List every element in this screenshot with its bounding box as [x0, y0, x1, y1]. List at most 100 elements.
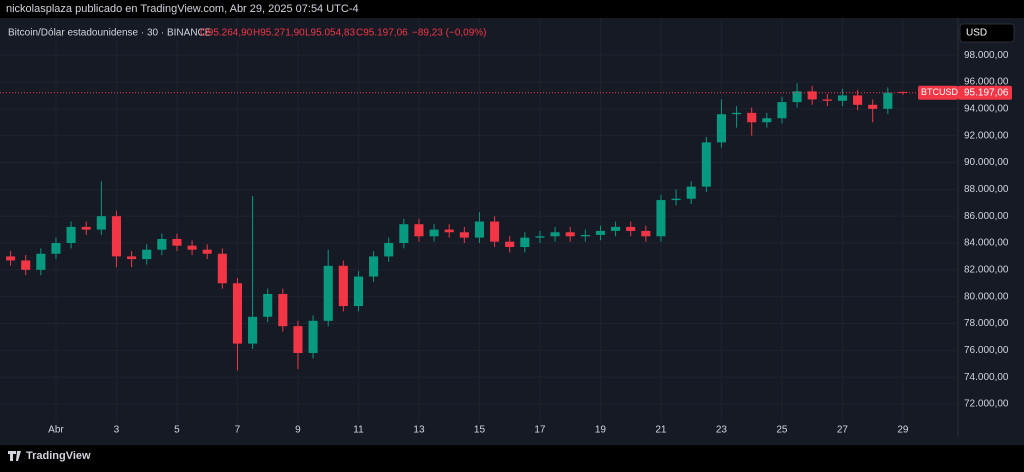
candle-body — [187, 245, 197, 250]
candle-body — [444, 229, 454, 233]
candle-body — [777, 102, 787, 119]
y-tick-label: 82.000,00 — [964, 264, 1009, 275]
candle-body — [641, 230, 651, 237]
symbol-tag: BTCUSD — [921, 87, 959, 97]
candle-body — [671, 198, 681, 201]
candle-body — [807, 91, 817, 100]
x-tick-label: 3 — [114, 425, 120, 436]
candle-body — [338, 265, 348, 307]
ohlc-open: O95.264,90 — [200, 28, 253, 39]
x-tick-label: 7 — [235, 425, 241, 436]
candle-body — [414, 224, 424, 237]
y-tick-label: 94.000,00 — [964, 103, 1009, 114]
last-price-bg — [958, 85, 1012, 100]
y-tick-label: 88.000,00 — [964, 184, 1009, 195]
candle-body — [142, 249, 152, 260]
candle-body — [898, 91, 908, 93]
candle-body — [293, 326, 303, 354]
candle-body — [217, 253, 227, 284]
x-tick-label: Abr — [48, 425, 64, 436]
top-bar — [0, 0, 1024, 18]
x-tick-label: 29 — [897, 425, 909, 436]
y-tick-label: 98.000,00 — [964, 50, 1009, 61]
candle-body — [656, 200, 666, 237]
candle-body — [157, 238, 167, 250]
last-price-label: 95.197,06 — [964, 87, 1009, 98]
candle-body — [384, 242, 394, 257]
candle-body — [792, 91, 802, 103]
candle-body — [353, 276, 363, 307]
x-tick-label: 25 — [776, 425, 788, 436]
x-tick-label: 13 — [413, 425, 425, 436]
candle-body — [837, 95, 847, 101]
candle-body — [278, 293, 288, 327]
candle-body — [762, 118, 772, 123]
y-tick-label: 90.000,00 — [964, 157, 1009, 168]
x-tick-label: 11 — [353, 425, 364, 436]
candle-body — [822, 99, 832, 101]
y-tick-label: 76.000,00 — [964, 345, 1009, 356]
candle-body — [232, 283, 242, 344]
candle-body — [732, 112, 742, 115]
candle-body — [172, 238, 182, 246]
x-tick-label: 5 — [174, 425, 180, 436]
legend-bg — [4, 26, 484, 40]
candle-body — [520, 237, 530, 248]
y-tick-label: 96.000,00 — [964, 77, 1009, 88]
x-tick-label: 15 — [474, 425, 486, 436]
publisher: nickolasplaza publicado en TradingView.c… — [6, 3, 359, 15]
candle-body — [202, 249, 212, 254]
chart-panel — [0, 18, 1024, 445]
x-tick-label: 17 — [534, 425, 546, 436]
chart-title: Bitcoin/Dólar estadounidense · 30 · BINA… — [8, 28, 212, 39]
candle-body — [21, 260, 31, 270]
candle-body — [701, 142, 711, 187]
candle-body — [474, 221, 484, 238]
candle-body — [51, 242, 61, 254]
y-tick-label: 74.000,00 — [964, 372, 1009, 383]
ohlc-close: C95.197,06 — [356, 28, 408, 39]
candle-body — [626, 226, 636, 231]
y-tick-label: 72.000,00 — [964, 399, 1009, 410]
candle-body — [369, 256, 379, 277]
candle-body — [883, 92, 893, 109]
candle-body — [36, 253, 46, 270]
footer-brand: TradingView — [26, 450, 91, 462]
candle-body — [565, 232, 575, 237]
x-tick-label: 23 — [716, 425, 728, 436]
candle-body — [853, 95, 863, 105]
ohlc-change: −89,23 (−0,09%) — [412, 28, 487, 39]
candle-body — [308, 320, 318, 354]
candle-body — [66, 226, 76, 243]
candle-body — [81, 226, 91, 230]
x-tick-label: 9 — [295, 425, 301, 436]
candle-body — [248, 316, 258, 344]
y-tick-label: 86.000,00 — [964, 211, 1009, 222]
candle-body — [399, 224, 409, 243]
x-tick-label: 27 — [837, 425, 849, 436]
candle-body — [127, 256, 137, 260]
candle-body — [96, 216, 106, 230]
candle-body — [535, 236, 545, 238]
candle-body — [505, 241, 515, 248]
ohlc-low: L95.054,83 — [305, 28, 355, 39]
candle-body — [747, 112, 757, 123]
x-tick-label: 19 — [595, 425, 607, 436]
candle-body — [868, 104, 878, 109]
candle-body — [490, 221, 500, 242]
y-tick-label: 92.000,00 — [964, 130, 1009, 141]
currency: USD — [966, 28, 987, 39]
candle-body — [323, 265, 333, 321]
candles — [6, 83, 908, 371]
candle-body — [429, 229, 439, 237]
y-tick-label: 84.000,00 — [964, 238, 1009, 249]
x-tick-label: 21 — [655, 425, 667, 436]
candle-body — [611, 226, 621, 231]
candle-body — [263, 293, 273, 317]
candle-body — [459, 232, 469, 238]
candle-body — [550, 232, 560, 237]
currency-button[interactable] — [959, 23, 1015, 43]
y-tick-label: 78.000,00 — [964, 318, 1009, 329]
